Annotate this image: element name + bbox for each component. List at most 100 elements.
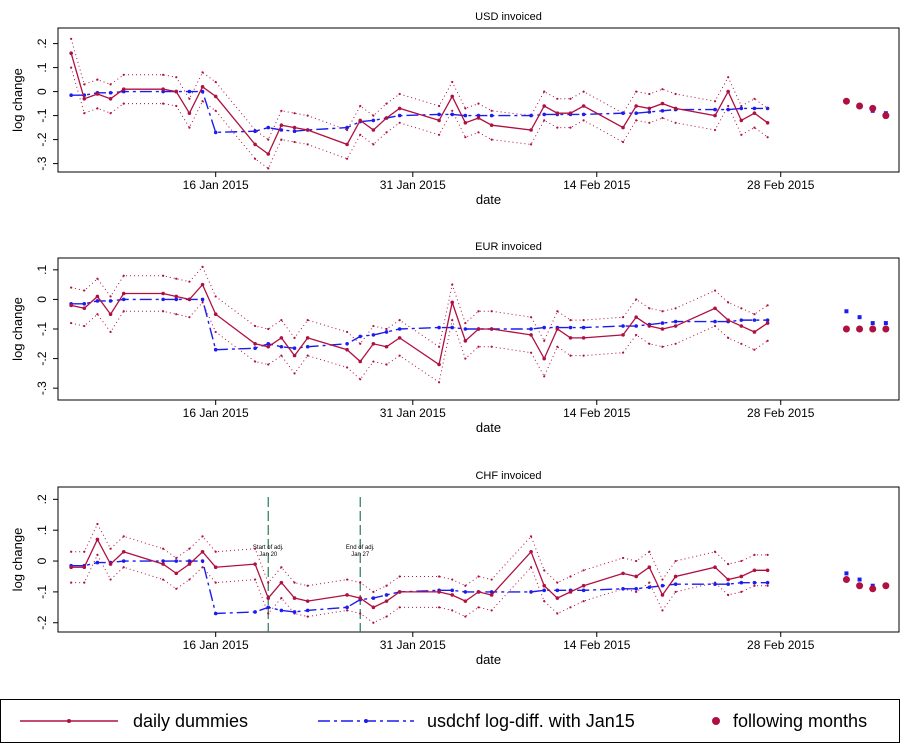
ci-point [175,556,178,560]
ci-point [543,339,546,342]
daily-point [345,347,349,352]
ci-point [766,339,769,342]
following-usdchf [857,577,862,582]
ci-point [122,102,125,105]
ci-point [753,584,756,587]
ci-point [109,295,112,298]
daily-point [121,549,126,554]
daily-point [95,537,100,542]
daily-point [95,92,100,96]
ci-point [267,612,270,615]
daily-point [634,104,638,108]
legend-box [0,699,900,743]
ci-point [201,566,204,569]
confidence-bound [71,265,768,348]
ci-point [490,310,493,313]
daily-point [542,356,547,361]
following-daily [842,325,850,333]
y-tick-label: 0 [35,88,49,95]
usdchf-point [529,113,533,118]
ci-point [96,277,99,280]
usdchf-point [371,118,376,123]
usdchf-point [305,344,310,349]
daily-point [568,590,573,594]
ci-point [753,348,756,351]
ci-point [162,578,165,581]
ci-point [753,313,756,316]
usdchf-point [292,610,297,614]
daily-point [555,596,560,600]
ci-point [280,566,283,569]
ci-point [398,319,401,322]
ci-point [306,319,309,322]
daily-point [292,353,297,358]
ci-point [188,126,191,129]
ci-point [451,80,454,84]
ci-point [740,342,743,345]
following-daily [882,325,890,333]
ci-point [214,295,217,298]
ci-point [543,600,546,603]
ci-point [753,553,756,556]
daily-point [660,593,665,597]
ci-point [648,307,651,310]
ci-point [556,126,559,129]
ci-point [543,90,546,93]
daily-point [647,106,652,111]
ci-point [713,128,717,132]
ci-point [727,563,730,566]
daily-point [437,590,441,594]
usdchf-point [673,319,678,324]
daily-point [200,282,205,287]
ci-point [122,73,125,76]
ci-point [385,102,388,105]
ci-point [188,97,191,100]
ci-point [621,556,625,560]
usdchf-point [634,111,638,115]
ci-point [713,550,717,553]
ci-point [437,575,441,578]
ci-point [556,345,559,348]
ci-point [385,584,388,587]
daily-point [752,330,757,334]
daily-point [660,327,665,331]
ci-point [582,600,585,603]
ci-point [661,116,664,120]
daily-point [397,590,402,594]
usdchf-point [647,110,652,114]
ci-point [254,547,257,550]
ci-point [201,100,204,103]
daily-point [82,306,87,311]
legend-key [364,719,368,723]
ci-point [477,345,480,348]
ci-point [569,126,572,129]
ci-point [464,107,467,110]
ci-point [648,121,651,124]
usdchf-point [161,559,165,563]
ci-point [766,136,769,139]
usdchf-point [713,582,717,586]
y-tick-label: -.3 [35,381,49,395]
ci-point [582,569,585,572]
following-daily [882,112,890,120]
daily-point [476,327,481,331]
usdchf-point [463,590,468,594]
usdchf-point [489,113,494,118]
y-tick-label: -.2 [35,132,49,146]
x-tick-label: 16 Jan 2015 [183,178,249,192]
ci-point [70,286,73,289]
daily-point [161,87,165,91]
ci-point [280,319,283,322]
daily-point [371,128,376,132]
usdchf-point [174,559,179,563]
ci-point [175,104,178,108]
following-daily [869,325,877,333]
ci-point [727,593,730,597]
ci-point [740,307,743,310]
daily-point [437,362,441,367]
ci-point [254,324,257,328]
usdchf-point [739,580,744,585]
usdchf-point [437,112,441,117]
ci-point [122,274,125,277]
ci-point [477,606,480,609]
